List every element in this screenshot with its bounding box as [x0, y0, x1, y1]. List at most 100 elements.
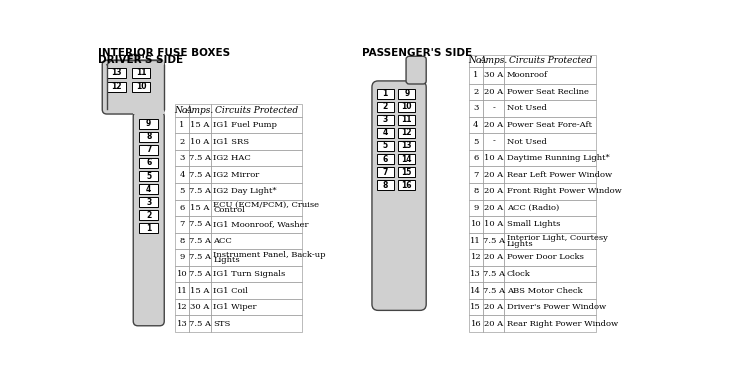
- Text: 8: 8: [473, 187, 479, 195]
- Text: 1: 1: [179, 121, 184, 129]
- Text: ABS Motor Check: ABS Motor Check: [507, 287, 582, 294]
- Bar: [504, 216, 596, 232]
- Bar: [139, 197, 158, 207]
- Text: 9: 9: [404, 89, 410, 98]
- Text: 10: 10: [136, 82, 146, 91]
- Text: 14: 14: [470, 287, 482, 294]
- Bar: [483, 232, 504, 249]
- Text: 12: 12: [111, 82, 122, 91]
- Bar: [107, 68, 125, 78]
- Text: 6: 6: [146, 158, 151, 167]
- Text: 1: 1: [146, 224, 151, 233]
- Text: 4: 4: [383, 129, 388, 137]
- Text: Power Door Locks: Power Door Locks: [507, 254, 584, 261]
- Text: Clock: Clock: [507, 270, 531, 278]
- Bar: [504, 67, 596, 83]
- Bar: [189, 299, 211, 316]
- FancyBboxPatch shape: [372, 81, 426, 310]
- Text: IG1 Turn Signals: IG1 Turn Signals: [213, 270, 285, 278]
- Bar: [175, 150, 189, 166]
- Text: 15 A: 15 A: [191, 121, 209, 129]
- Text: 7.5 A: 7.5 A: [482, 237, 504, 245]
- Text: Lights: Lights: [213, 256, 240, 264]
- Text: -: -: [492, 138, 495, 145]
- Bar: [376, 102, 394, 112]
- Bar: [504, 249, 596, 266]
- Text: 4: 4: [146, 185, 151, 194]
- Bar: [398, 167, 415, 177]
- Text: 13: 13: [470, 270, 481, 278]
- Bar: [504, 183, 596, 200]
- Text: 15 A: 15 A: [191, 287, 209, 294]
- Bar: [398, 115, 415, 125]
- Text: 7.5 A: 7.5 A: [482, 270, 504, 278]
- Bar: [483, 200, 504, 216]
- Bar: [189, 104, 211, 117]
- Text: 2: 2: [146, 211, 151, 220]
- Text: 7.5 A: 7.5 A: [189, 237, 211, 245]
- Text: Not Used: Not Used: [507, 138, 547, 145]
- Text: 3: 3: [383, 115, 388, 124]
- Bar: [483, 216, 504, 232]
- Bar: [469, 150, 483, 166]
- Bar: [376, 128, 394, 138]
- Bar: [483, 299, 504, 316]
- Text: Lights: Lights: [507, 240, 534, 248]
- Bar: [211, 282, 302, 299]
- Bar: [107, 82, 125, 92]
- Bar: [504, 282, 596, 299]
- Bar: [469, 83, 483, 100]
- Bar: [469, 299, 483, 316]
- Text: 8: 8: [146, 132, 151, 141]
- Text: 10: 10: [470, 220, 481, 228]
- Text: 7.5 A: 7.5 A: [189, 154, 211, 162]
- Text: 20 A: 20 A: [484, 254, 503, 261]
- Bar: [139, 223, 158, 233]
- Text: 20 A: 20 A: [484, 88, 503, 96]
- Bar: [211, 200, 302, 216]
- Bar: [469, 266, 483, 282]
- Bar: [175, 316, 189, 332]
- Bar: [139, 145, 158, 155]
- Bar: [211, 183, 302, 200]
- Bar: [175, 232, 189, 249]
- Bar: [139, 158, 158, 168]
- Bar: [189, 133, 211, 150]
- FancyBboxPatch shape: [102, 60, 164, 114]
- Text: Daytime Running Light*: Daytime Running Light*: [507, 154, 609, 162]
- Text: 8: 8: [383, 181, 388, 190]
- Text: 7: 7: [473, 171, 479, 179]
- Bar: [175, 216, 189, 232]
- Text: IG2 Day Light*: IG2 Day Light*: [213, 187, 277, 195]
- Bar: [175, 200, 189, 216]
- Bar: [469, 200, 483, 216]
- Text: 7: 7: [146, 145, 151, 154]
- Text: 11: 11: [136, 68, 146, 77]
- Text: 2: 2: [473, 88, 479, 96]
- Bar: [211, 249, 302, 266]
- Bar: [189, 200, 211, 216]
- Text: 3: 3: [146, 198, 151, 207]
- Bar: [211, 166, 302, 183]
- Text: 20 A: 20 A: [484, 171, 503, 179]
- Text: No.: No.: [174, 106, 190, 115]
- Bar: [469, 166, 483, 183]
- Text: 1: 1: [473, 71, 479, 79]
- Text: IG2 Mirror: IG2 Mirror: [213, 171, 259, 179]
- Text: 20 A: 20 A: [484, 303, 503, 311]
- Text: Front Right Power Window: Front Right Power Window: [507, 187, 621, 195]
- Text: 12: 12: [470, 254, 481, 261]
- Text: 7.5 A: 7.5 A: [189, 171, 211, 179]
- Text: 10: 10: [177, 270, 187, 278]
- Text: 7.5 A: 7.5 A: [189, 220, 211, 228]
- Text: 16: 16: [401, 181, 412, 190]
- Text: Moonroof: Moonroof: [507, 71, 548, 79]
- Bar: [398, 180, 415, 190]
- Bar: [132, 82, 150, 92]
- Bar: [504, 83, 596, 100]
- Text: 12: 12: [401, 129, 412, 137]
- Bar: [211, 232, 302, 249]
- Bar: [139, 184, 158, 194]
- Bar: [189, 282, 211, 299]
- Bar: [133, 60, 164, 114]
